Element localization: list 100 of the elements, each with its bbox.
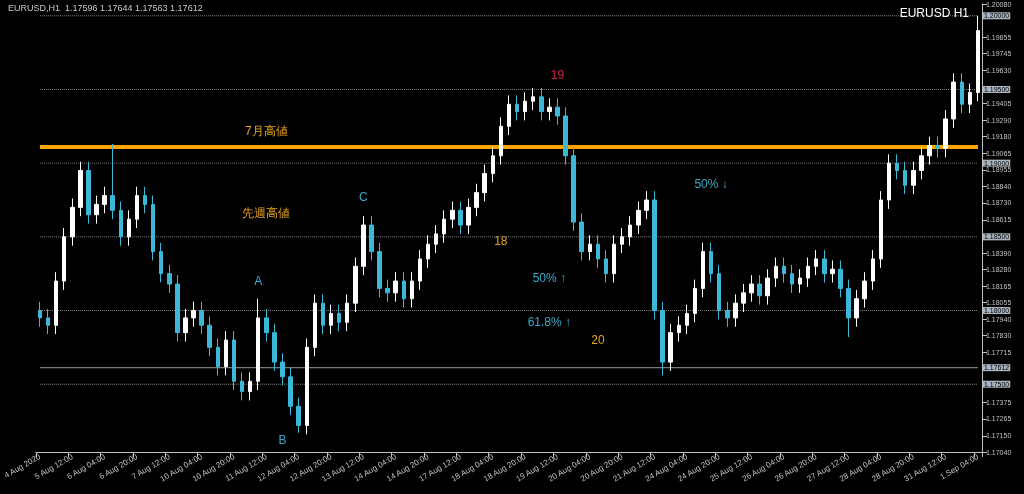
- candlestick: [78, 161, 83, 217]
- candlestick: [830, 259, 835, 284]
- annotation: A: [254, 274, 263, 289]
- candlestick: [296, 396, 301, 434]
- candlestick: [636, 200, 641, 235]
- annotation: 20: [591, 333, 605, 347]
- candlestick: [102, 186, 107, 214]
- candlestick: [110, 143, 115, 220]
- candlestick: [337, 304, 341, 332]
- candlestick: [507, 94, 511, 136]
- candlestick: [806, 256, 810, 288]
- candlestick: [571, 146, 576, 232]
- candlestick: [426, 234, 430, 269]
- candlestick: [976, 15, 980, 102]
- candlestick: [442, 209, 446, 244]
- candlestick: [256, 298, 260, 391]
- candlestick: [895, 153, 899, 180]
- candlestick: [717, 264, 721, 320]
- candlestick: [321, 293, 325, 335]
- candlestick: [814, 249, 818, 276]
- candlestick: [393, 271, 398, 303]
- candlestick: [62, 227, 66, 291]
- candlestick: [264, 308, 269, 342]
- candlestick: [555, 97, 560, 126]
- candlestick: [491, 146, 495, 183]
- candlestick: [515, 94, 519, 121]
- candlestick: [313, 293, 317, 357]
- candlestick: [434, 224, 438, 254]
- candlestick: [191, 301, 196, 328]
- candlestick: [353, 256, 358, 313]
- candlestick: [652, 190, 657, 320]
- candlestick: [305, 338, 309, 435]
- candlestick: [135, 186, 139, 229]
- candlestick: [903, 161, 907, 195]
- candlestick: [968, 83, 972, 114]
- candlestick: [410, 271, 414, 309]
- candlestick: [709, 242, 713, 284]
- candlestick: [151, 195, 155, 261]
- candlestick: [175, 274, 180, 342]
- candlestick: [539, 87, 544, 121]
- candlestick: [588, 234, 592, 261]
- candlestick: [450, 200, 455, 229]
- annotation: 50% ↓: [694, 176, 728, 191]
- candlestick: [604, 249, 608, 284]
- candlestick: [159, 242, 163, 284]
- candlestick: [871, 249, 875, 291]
- annotation: C: [359, 190, 369, 205]
- annotation: 19: [550, 67, 565, 82]
- candlestick: [765, 268, 770, 306]
- candlestick: [474, 183, 479, 217]
- candlestick: [272, 323, 277, 372]
- annotation: B: [278, 433, 287, 448]
- candlestick: [143, 186, 147, 214]
- candlestick: [685, 304, 689, 335]
- candlestick: [329, 304, 333, 335]
- candlestick: [660, 301, 665, 376]
- candlestick: [183, 308, 188, 342]
- candlestick: [927, 136, 932, 166]
- candlestick: [846, 279, 851, 338]
- candlestick: [854, 289, 859, 328]
- candlestick: [782, 256, 786, 284]
- candlestick: [458, 200, 463, 235]
- candlestick: [644, 190, 649, 220]
- candlestick: [345, 293, 349, 332]
- candlestick: [612, 234, 616, 284]
- candlestick: [677, 315, 681, 342]
- candlestick: [620, 227, 624, 254]
- candlestick: [919, 146, 924, 180]
- candlestick: [579, 212, 584, 261]
- candlestick: [216, 338, 220, 376]
- candlestick: [838, 259, 843, 298]
- candlestick: [224, 330, 228, 376]
- candlestick: [790, 264, 794, 294]
- candlestick: [701, 242, 705, 298]
- candlestick: [531, 87, 535, 111]
- candlestick: [369, 215, 374, 261]
- candlestick: [774, 256, 778, 288]
- candlestick: [951, 72, 956, 129]
- candlestick: [385, 279, 390, 303]
- annotation: 50% ↑: [532, 271, 567, 286]
- candlestick: [879, 190, 883, 269]
- annotation: EURUSD,H1 1.17596 1.17644 1.17563 1.17612: [8, 2, 203, 13]
- candlestick: [377, 242, 382, 298]
- candlestick: [749, 274, 754, 303]
- candlestick: [943, 109, 948, 158]
- candlestick: [402, 271, 406, 309]
- candlestick: [563, 106, 568, 166]
- candlestick: [935, 136, 940, 158]
- annotation: 7月高値: [244, 123, 288, 138]
- candlestick: [741, 283, 746, 313]
- candlestick: [757, 274, 762, 306]
- candlestick: [911, 161, 916, 195]
- candlestick: [240, 371, 244, 401]
- candlestick: [54, 271, 58, 335]
- candlestick: [361, 215, 366, 276]
- candlestick: [887, 153, 891, 210]
- candlestick: [628, 215, 632, 247]
- candlestick: [596, 234, 600, 269]
- candlestick: [94, 195, 99, 225]
- candlestick: [798, 268, 802, 294]
